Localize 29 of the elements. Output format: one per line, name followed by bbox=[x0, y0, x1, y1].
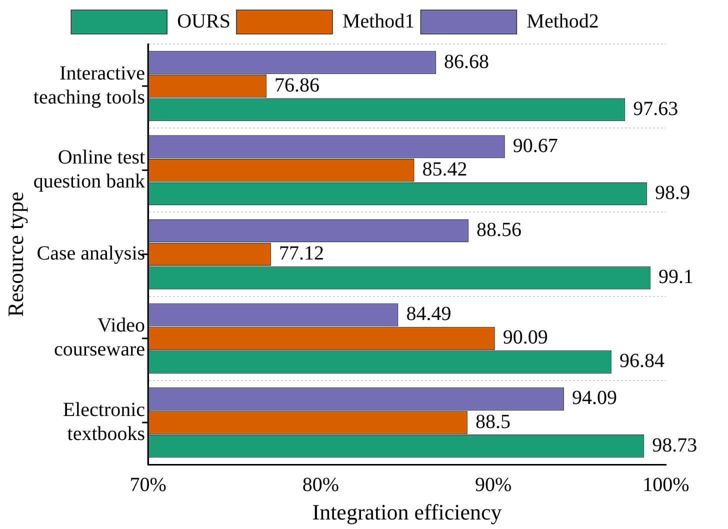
y-tick-label: Video courseware bbox=[54, 314, 146, 361]
data-label: 94.09 bbox=[572, 387, 617, 410]
x-tick-label: 80% bbox=[302, 474, 340, 496]
x-axis-title: Integration efficiency bbox=[312, 500, 502, 525]
data-label: 90.67 bbox=[512, 134, 558, 157]
data-label: 84.49 bbox=[406, 303, 452, 326]
x-tick-label: 90% bbox=[475, 474, 512, 496]
x-tick-label: 70% bbox=[130, 474, 166, 496]
data-label: 76.86 bbox=[274, 74, 320, 96]
y-tick-label: Interactive teaching tools bbox=[33, 62, 146, 108]
legend-label: Method1 bbox=[342, 10, 415, 32]
data-label: 97.63 bbox=[633, 98, 678, 120]
data-label: 99.1 bbox=[658, 266, 694, 288]
y-tick-label: Online test question bank bbox=[33, 146, 146, 192]
y-tick-label: Case analysis bbox=[36, 242, 146, 265]
data-label: 77.12 bbox=[278, 242, 324, 265]
data-label: 88.5 bbox=[475, 410, 510, 433]
y-axis-title: Resource type bbox=[2, 192, 28, 317]
data-label: 90.09 bbox=[502, 326, 548, 349]
legend-label: Method2 bbox=[526, 10, 599, 32]
data-label: 98.9 bbox=[655, 182, 690, 204]
data-label: 96.84 bbox=[619, 350, 664, 372]
data-label: 85.42 bbox=[422, 158, 468, 180]
legend-label: OURS bbox=[177, 10, 230, 32]
y-tick-label: Electronic textbooks bbox=[62, 398, 146, 445]
data-label: 88.56 bbox=[476, 218, 522, 241]
x-tick-label: 100% bbox=[642, 474, 690, 496]
data-label: 98.73 bbox=[652, 434, 698, 456]
data-label: 86.68 bbox=[444, 50, 490, 73]
